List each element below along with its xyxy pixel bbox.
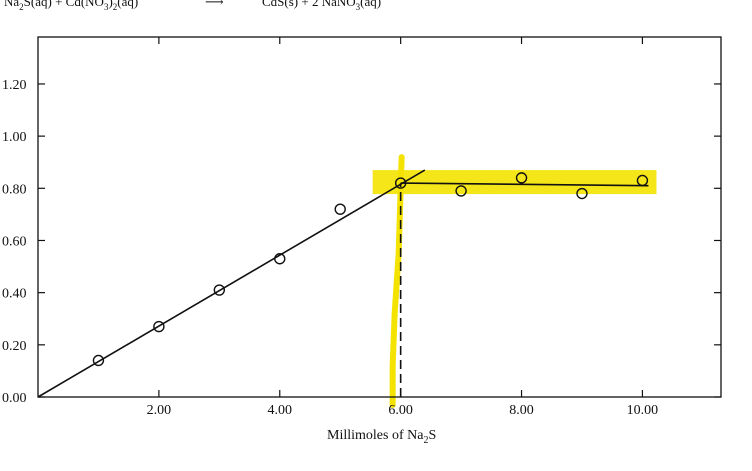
plot-frame (37, 36, 722, 398)
eq-part: (aq) (117, 0, 138, 9)
data-point (274, 253, 286, 265)
plateau-fit (400, 182, 649, 187)
axis-ticks (38, 37, 721, 398)
data-point (636, 174, 649, 187)
data-point (576, 187, 588, 200)
fit-lines (37, 169, 649, 398)
data-point (334, 203, 346, 215)
eq-part: (aq) (360, 0, 381, 9)
y-tick-label: 0.60 (2, 234, 27, 249)
x-axis-title-end: S (428, 428, 436, 443)
x-axis-title: Millimoles of Na2S (327, 428, 436, 446)
x-tick-label: 8.00 (509, 403, 534, 418)
data-point (92, 354, 105, 367)
x-tick-label: 6.00 (388, 403, 413, 418)
svg-text:CdS(s) + 2 NaNO3(aq): CdS(s) + 2 NaNO3(aq) (262, 0, 381, 12)
y-tick-label: 0.00 (2, 391, 27, 406)
y-tick-label: 1.20 (2, 78, 27, 93)
y-tick-label: 0.20 (2, 339, 27, 354)
reaction-arrow: ⟶ (205, 0, 224, 9)
eq-sub: 3 (104, 2, 109, 12)
data-point (153, 320, 165, 333)
x-axis-title-sub: 2 (423, 435, 428, 446)
eq-part: S(aq) + Cd(NO (24, 0, 104, 9)
data-point (394, 177, 407, 189)
eq-sub: 2 (113, 2, 118, 12)
data-points (92, 172, 649, 367)
y-tick-label: 1.00 (2, 130, 27, 145)
eq-part: ) (108, 0, 112, 9)
equivalence-highlight (389, 154, 405, 408)
eq-part: CdS(s) + 2 NaNO (262, 0, 356, 9)
plateau-highlight (372, 170, 657, 195)
y-tick-label: 0.80 (2, 182, 27, 197)
x-tick-label: 2.00 (147, 403, 172, 418)
data-point (455, 185, 467, 197)
svg-text:Na2S(aq) + Cd(NO3)2(aq): Na2S(aq) + Cd(NO3)2(aq) (4, 0, 138, 12)
x-tick-label: 4.00 (268, 403, 293, 418)
data-point (213, 284, 226, 296)
x-axis-title-main: Millimoles of Na (327, 428, 424, 443)
reaction-equation: Na2S(aq) + Cd(NO3)2(aq) ⟶ CdS(s) + 2 NaN… (4, 0, 381, 12)
highlight-layer (372, 154, 657, 408)
eq-sub: 3 (356, 2, 361, 12)
x-tick-labels: 2.00 4.00 6.00 8.00 10.00 (147, 403, 659, 418)
data-point (515, 172, 528, 184)
rising-fit (37, 169, 426, 398)
y-tick-labels: 0.00 0.20 0.40 0.60 0.80 1.00 1.20 (2, 78, 27, 406)
x-tick-label: 10.00 (627, 403, 659, 418)
eq-part: Na (4, 0, 19, 9)
y-tick-label: 0.40 (2, 287, 27, 302)
eq-sub: 2 (19, 2, 24, 12)
